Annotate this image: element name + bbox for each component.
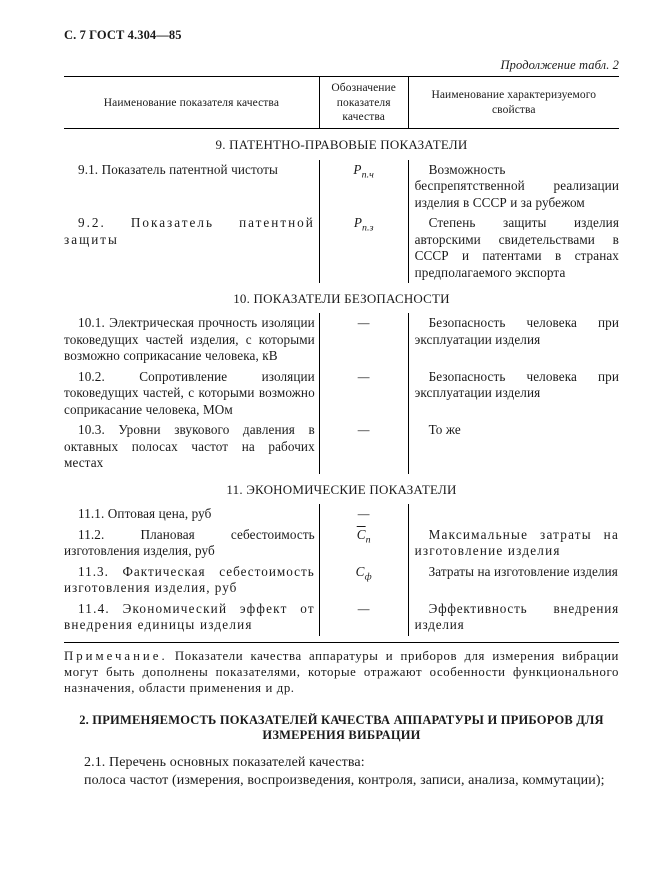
cell-name: 9.2. Показатель патентной защиты: [64, 215, 315, 248]
indicators-table: Наименование показателя качества Обознач…: [64, 76, 619, 635]
cell-name: 11.2. Плановая себестоимость изготовлени…: [64, 527, 315, 560]
table-continuation-label: Продолжение табл. 2: [64, 58, 619, 74]
cell-name: 11.4. Экономический эффект от внедрения …: [64, 601, 315, 634]
row-11-2: 11.2. Плановая себестоимость изготовлени…: [64, 525, 619, 562]
table-bottom-rule: [64, 642, 619, 643]
row-10-3: 10.3. Уровни звукового давления в октавн…: [64, 420, 619, 474]
row-10-1: 10.1. Электрическая прочность изоляции т…: [64, 313, 619, 367]
cell-name: 10.3. Уровни звукового давления в октавн…: [64, 422, 315, 472]
section-11-title: 11. ЭКОНОМИЧЕСКИЕ ПОКАЗАТЕЛИ: [64, 474, 619, 504]
cell-property: Степень защиты изделия авторскими свидет…: [415, 215, 619, 281]
cell-symbol: Cп: [319, 525, 408, 562]
cell-name: 11.1. Оптовая цена, руб: [64, 506, 315, 523]
cell-name: 10.1. Электрическая прочность изоляции т…: [64, 315, 315, 365]
section-2-heading: 2. ПРИМЕНЯЕМОСТЬ ПОКАЗАТЕЛЕЙ КАЧЕСТВА АП…: [64, 713, 619, 744]
cell-property: То же: [415, 422, 619, 439]
page-header: С. 7 ГОСТ 4.304—85: [64, 28, 619, 44]
table-header-row: Наименование показателя качества Обознач…: [64, 77, 619, 129]
body-paragraph-2-1: 2.1. Перечень основных показателей качес…: [64, 754, 619, 790]
cell-symbol: —: [319, 599, 408, 636]
row-11-1: 11.1. Оптовая цена, руб —: [64, 504, 619, 525]
cell-property: Безопасность человека при эксплуатации и…: [415, 369, 619, 402]
cell-name: 9.1. Показатель патентной чистоты: [64, 162, 315, 179]
cell-property: Максимальные затраты на изготовление изд…: [415, 527, 619, 560]
note-label: Примечание.: [64, 649, 168, 663]
line-2: полоса частот (измерения, воспроизведени…: [64, 772, 619, 790]
cell-property: Эффективность внедрения изделия: [415, 601, 619, 634]
cell-symbol: Pп.з: [319, 213, 408, 283]
cell-name: 10.2. Сопротивление изоляции токоведущих…: [64, 369, 315, 419]
cell-property: Безопасность человека при эксплуатации и…: [415, 315, 619, 348]
cell-symbol: —: [319, 420, 408, 474]
row-9-2: 9.2. Показатель патентной защиты Pп.з Ст…: [64, 213, 619, 283]
cell-symbol: —: [319, 367, 408, 421]
row-11-4: 11.4. Экономический эффект от внедрения …: [64, 599, 619, 636]
col-header-symbol: Обозначение показателя качества: [319, 77, 408, 129]
line-1: 2.1. Перечень основных показателей качес…: [64, 754, 619, 772]
col-header-name: Наименование показателя качества: [64, 77, 319, 129]
row-10-2: 10.2. Сопротивление изоляции токоведущих…: [64, 367, 619, 421]
row-9-1: 9.1. Показатель патентной чистоты Pп.ч В…: [64, 160, 619, 214]
section-10-title: 10. ПОКАЗАТЕЛИ БЕЗОПАСНОСТИ: [64, 283, 619, 313]
table-note: Примечание. Показатели качества аппарату…: [64, 649, 619, 697]
cell-symbol: —: [319, 313, 408, 367]
cell-property: Затраты на изготовление изделия: [415, 564, 619, 581]
section-9-title: 9. ПАТЕНТНО-ПРАВОВЫЕ ПОКАЗАТЕЛИ: [64, 129, 619, 160]
col-header-property: Наименование характеризуемого свойства: [408, 77, 619, 129]
cell-symbol: Cф: [319, 562, 408, 599]
cell-symbol: —: [319, 504, 408, 525]
row-11-3: 11.3. Фактическая себестоимость изготовл…: [64, 562, 619, 599]
cell-name: 11.3. Фактическая себестоимость изготовл…: [64, 564, 315, 597]
cell-symbol: Pп.ч: [319, 160, 408, 214]
cell-property: Возможность беспрепятственной реализации…: [415, 162, 619, 212]
